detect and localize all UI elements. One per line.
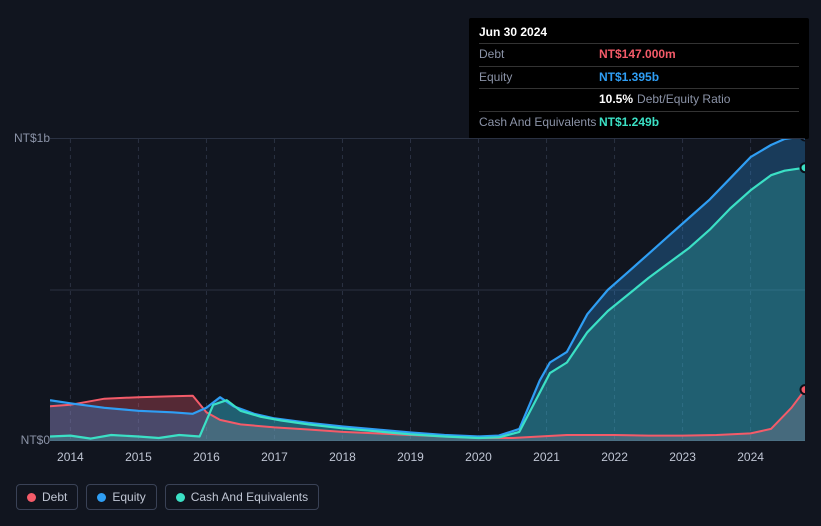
x-axis-label: 2024 (737, 450, 764, 464)
tooltip-row-value: 10.5%Debt/Equity Ratio (599, 91, 730, 108)
tooltip-row-value: NT$1.395b (599, 69, 659, 86)
y-axis-label: NT$0 (21, 433, 50, 447)
legend-item[interactable]: Cash And Equivalents (165, 484, 319, 510)
legend-item[interactable]: Debt (16, 484, 78, 510)
x-axis-label: 2015 (125, 450, 152, 464)
tooltip-row: EquityNT$1.395b (479, 66, 799, 88)
legend-item[interactable]: Equity (86, 484, 156, 510)
legend-swatch-icon (97, 493, 106, 502)
x-axis-label: 2023 (669, 450, 696, 464)
x-axis-label: 2018 (329, 450, 356, 464)
tooltip-row-suffix: Debt/Equity Ratio (637, 92, 730, 106)
series-end-dot (801, 385, 806, 394)
legend-swatch-icon (27, 493, 36, 502)
legend-swatch-icon (176, 493, 185, 502)
x-axis-label: 2020 (465, 450, 492, 464)
tooltip-row-label: Equity (479, 69, 599, 86)
tooltip-row-label (479, 91, 599, 108)
tooltip-row-value: NT$147.000m (599, 46, 676, 63)
x-axis-label: 2022 (601, 450, 628, 464)
tooltip-row: 10.5%Debt/Equity Ratio (479, 88, 799, 110)
chart-tooltip: Jun 30 2024 DebtNT$147.000mEquityNT$1.39… (469, 18, 809, 139)
x-axis-label: 2017 (261, 450, 288, 464)
y-axis-label: NT$1b (14, 131, 50, 145)
legend-label: Equity (112, 490, 145, 504)
legend-label: Debt (42, 490, 67, 504)
chart-legend: Debt Equity Cash And Equivalents (16, 484, 319, 510)
tooltip-row: DebtNT$147.000m (479, 43, 799, 65)
financials-chart: NT$0NT$1b 201420152016201720182019202020… (16, 124, 805, 446)
tooltip-row-label: Debt (479, 46, 599, 63)
chart-plot-area[interactable] (50, 138, 805, 440)
legend-label: Cash And Equivalents (191, 490, 308, 504)
series-end-dot (801, 163, 806, 172)
x-axis-label: 2019 (397, 450, 424, 464)
x-axis-label: 2021 (533, 450, 560, 464)
x-axis-label: 2014 (57, 450, 84, 464)
x-axis-label: 2016 (193, 450, 220, 464)
tooltip-date: Jun 30 2024 (479, 24, 799, 43)
